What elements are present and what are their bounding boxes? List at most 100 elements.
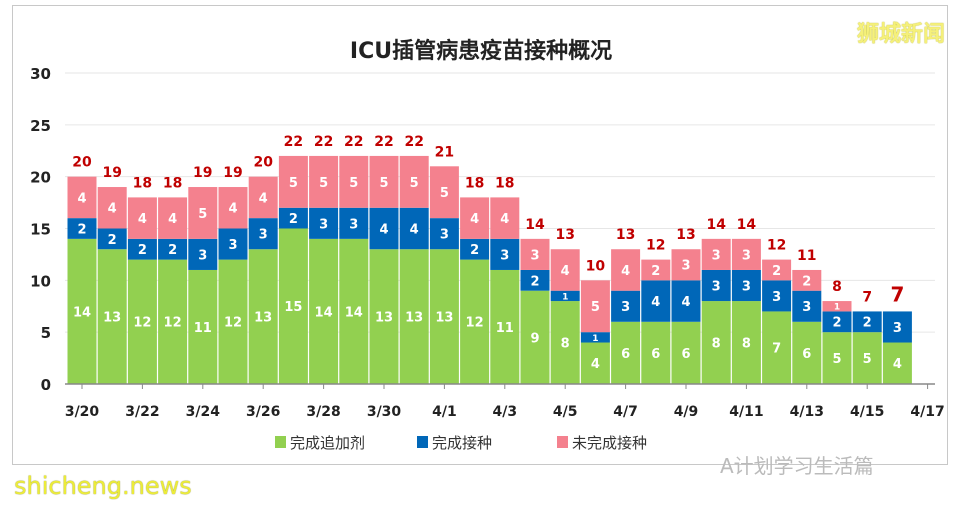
bar-segment [792, 269, 822, 291]
x-tick-label: 4/13 [790, 404, 824, 420]
bar-segment [218, 228, 248, 260]
x-tick-label: 3/22 [125, 404, 159, 420]
segment-label: 12 [133, 316, 151, 331]
total-label: 19 [102, 165, 121, 181]
bar-segment [852, 332, 882, 384]
bar-segment [399, 155, 429, 208]
segment-label: 3 [319, 217, 328, 232]
legend-label: 完成接种 [432, 434, 492, 452]
bar-segment [792, 290, 822, 322]
bar-segment [701, 269, 731, 302]
segment-label: 2 [772, 264, 781, 279]
segment-label: 4 [228, 202, 237, 217]
bar-segment [641, 321, 671, 384]
total-label: 19 [223, 165, 242, 181]
segment-label: 4 [108, 202, 117, 217]
bar-segment [550, 249, 580, 291]
segment-label: 13 [254, 311, 272, 326]
bar-segment [762, 311, 792, 384]
bar-segment [399, 249, 429, 384]
bar-segment [731, 238, 761, 270]
total-label: 22 [344, 134, 363, 150]
bar-segment [580, 342, 610, 384]
segment-label: 12 [164, 316, 182, 331]
bar-segment [641, 259, 671, 281]
chart-title: ICU插管病患疫苗接种概况 [350, 38, 612, 64]
x-tick-label: 4/3 [492, 404, 517, 420]
total-label: 13 [555, 227, 574, 243]
segment-label: 2 [289, 212, 298, 227]
segment-label: 13 [103, 311, 121, 326]
segment-label: 4 [77, 191, 86, 206]
segment-label: 4 [500, 212, 509, 227]
y-tick-label: 20 [30, 169, 51, 187]
segment-label: 4 [259, 191, 268, 206]
total-label: 14 [706, 217, 726, 233]
segment-label: 3 [712, 279, 721, 294]
segment-label: 2 [138, 243, 147, 258]
total-label: 7 [862, 289, 872, 305]
segment-label: 6 [681, 347, 690, 362]
bar-segment [611, 321, 641, 384]
bar-segment [278, 228, 308, 384]
segment-label: 2 [651, 264, 660, 279]
bar-segment [339, 207, 369, 239]
x-tick-label: 3/26 [246, 404, 280, 420]
segment-label: 2 [863, 316, 872, 331]
segment-label: 9 [530, 331, 539, 346]
bar-segment [520, 290, 550, 384]
y-tick-label: 25 [30, 117, 51, 135]
bar-segment [67, 238, 97, 384]
total-label: 18 [163, 175, 182, 191]
segment-label: 3 [349, 217, 358, 232]
segment-label: 13 [405, 311, 423, 326]
bar-segment [822, 311, 852, 333]
bar-segment [309, 238, 339, 384]
bar-segment [127, 259, 157, 384]
segment-label: 4 [591, 357, 600, 372]
bar-segment [520, 269, 550, 291]
bar-segment [97, 228, 127, 250]
x-tick-label: 4/9 [674, 404, 699, 420]
total-label: 20 [72, 155, 92, 171]
bar-segment [701, 238, 731, 270]
bar-segment [67, 218, 97, 239]
segment-label: 3 [893, 321, 902, 336]
bar-segment [158, 197, 188, 239]
total-label: 12 [646, 238, 665, 254]
bar-segment [550, 301, 580, 384]
segment-label: 13 [435, 311, 453, 326]
segment-label: 6 [651, 347, 660, 362]
segment-label: 2 [108, 233, 117, 248]
segment-label: 4 [138, 212, 147, 227]
y-tick-label: 5 [41, 324, 51, 342]
segment-label: 2 [802, 274, 811, 289]
total-label: 13 [616, 227, 635, 243]
bar-segment [158, 238, 188, 260]
total-label: 12 [767, 238, 786, 254]
bar-segment [188, 269, 218, 384]
legend-swatch [417, 436, 428, 448]
segment-label: 5 [440, 186, 449, 201]
segment-label: 2 [168, 243, 177, 258]
bar-segment [490, 269, 520, 384]
total-label: 14 [737, 217, 757, 233]
total-label: 11 [797, 248, 816, 264]
segment-label: 3 [742, 279, 751, 294]
y-tick-label: 10 [30, 272, 51, 290]
bar-segment [520, 238, 550, 270]
segment-label: 13 [375, 311, 393, 326]
bar-segment [278, 207, 308, 229]
segment-label: 5 [319, 176, 328, 191]
total-label: 13 [676, 227, 695, 243]
bar-segment [611, 290, 641, 322]
y-tick-label: 15 [30, 221, 51, 239]
segment-label: 5 [591, 300, 600, 315]
segment-label: 3 [530, 248, 539, 263]
bar-segment [309, 155, 339, 208]
bar-segment [369, 249, 399, 384]
segment-label: 2 [832, 316, 841, 331]
bar-segment [580, 280, 610, 333]
segment-label: 3 [742, 248, 751, 263]
bar-segment [399, 207, 429, 250]
